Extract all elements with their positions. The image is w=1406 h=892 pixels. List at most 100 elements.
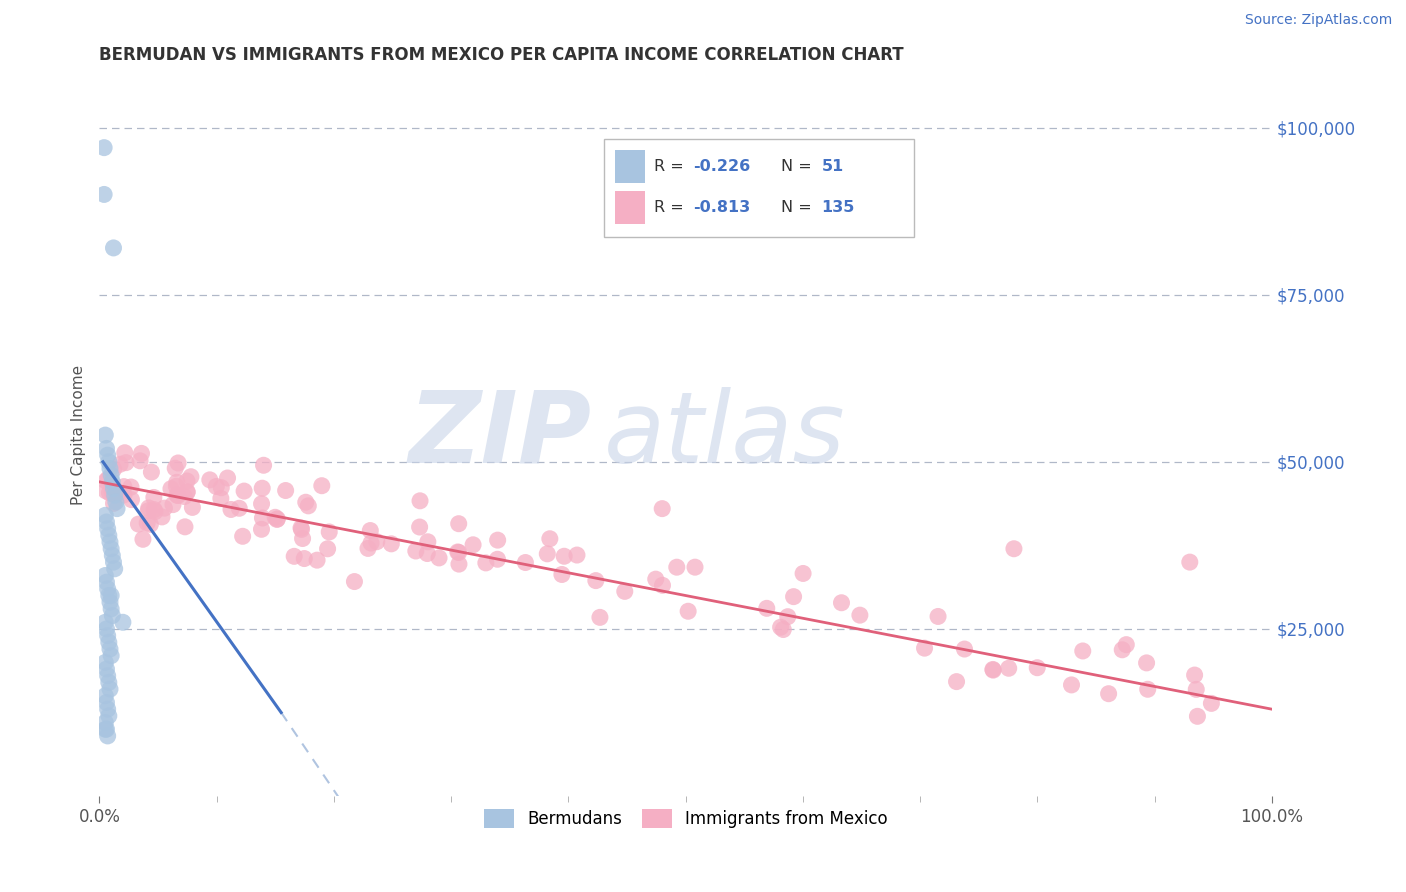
Point: [112, 488, 135, 502]
Bar: [616, 192, 644, 224]
Point: [981, 662, 1004, 676]
Point: [1111, 642, 1133, 657]
Point: [94, 615, 117, 630]
Point: [101, 549, 124, 563]
Point: [792, 566, 814, 581]
Point: [651, 578, 673, 592]
Point: [589, 610, 612, 624]
Point: [131, 446, 153, 460]
Text: 51: 51: [821, 159, 844, 174]
Point: [104, 488, 127, 502]
Point: [380, 537, 402, 551]
Point: [447, 557, 470, 571]
Point: [1136, 682, 1159, 697]
Point: [665, 560, 688, 574]
Point: [772, 623, 794, 637]
Point: [94, 689, 117, 703]
Point: [100, 589, 122, 603]
Point: [101, 485, 124, 500]
Point: [553, 549, 575, 564]
Point: [98, 595, 121, 609]
Point: [217, 471, 239, 485]
Point: [613, 584, 636, 599]
Point: [141, 465, 163, 479]
Point: [1115, 638, 1137, 652]
Point: [167, 488, 190, 502]
Point: [447, 516, 470, 531]
Point: [283, 549, 305, 564]
Point: [136, 516, 159, 530]
Point: [97, 635, 120, 649]
Point: [94, 715, 117, 730]
Point: [209, 481, 232, 495]
Point: [461, 538, 484, 552]
Point: [997, 661, 1019, 675]
Point: [97, 702, 120, 716]
Point: [165, 461, 187, 475]
Point: [1097, 687, 1119, 701]
Point: [1002, 541, 1025, 556]
Point: [94, 508, 117, 523]
Point: [98, 485, 121, 500]
Point: [219, 502, 242, 516]
Point: [96, 696, 118, 710]
Point: [782, 590, 804, 604]
Point: [359, 524, 381, 538]
Point: [103, 241, 125, 255]
Point: [103, 555, 125, 569]
Point: [1071, 644, 1094, 658]
Point: [1026, 661, 1049, 675]
Point: [914, 641, 936, 656]
Point: [176, 474, 198, 488]
Y-axis label: Per Capita Income: Per Capita Income: [72, 365, 86, 505]
Text: Source: ZipAtlas.com: Source: ZipAtlas.com: [1244, 13, 1392, 28]
Point: [181, 500, 204, 515]
Text: atlas: atlas: [603, 386, 845, 483]
Text: N =: N =: [780, 200, 817, 215]
Legend: Bermudans, Immigrants from Mexico: Bermudans, Immigrants from Mexico: [477, 802, 894, 835]
Point: [97, 675, 120, 690]
Point: [228, 501, 250, 516]
Text: N =: N =: [780, 159, 817, 174]
Point: [143, 502, 166, 516]
Point: [538, 532, 561, 546]
Point: [166, 475, 188, 490]
Point: [160, 482, 183, 496]
Point: [250, 481, 273, 495]
Point: [357, 541, 380, 556]
Point: [98, 642, 121, 657]
Point: [94, 656, 117, 670]
Point: [755, 601, 778, 615]
Point: [94, 483, 117, 498]
Point: [264, 510, 287, 524]
Point: [96, 662, 118, 676]
Point: [162, 498, 184, 512]
Point: [101, 475, 124, 489]
Point: [100, 541, 122, 556]
Point: [209, 491, 232, 506]
Point: [180, 469, 202, 483]
Point: [486, 533, 509, 548]
Point: [94, 723, 117, 737]
Point: [409, 493, 432, 508]
Point: [1185, 682, 1208, 697]
Point: [266, 512, 288, 526]
Point: [316, 541, 339, 556]
Point: [266, 512, 288, 526]
Point: [96, 515, 118, 529]
Point: [176, 485, 198, 500]
Point: [515, 556, 537, 570]
Point: [475, 556, 498, 570]
Point: [849, 608, 872, 623]
Point: [486, 552, 509, 566]
Point: [97, 448, 120, 462]
Point: [97, 455, 120, 469]
Point: [405, 544, 427, 558]
Point: [250, 522, 273, 536]
Point: [120, 480, 142, 494]
Point: [97, 528, 120, 542]
Point: [142, 491, 165, 505]
Point: [173, 490, 195, 504]
Point: [198, 473, 221, 487]
Point: [427, 550, 450, 565]
